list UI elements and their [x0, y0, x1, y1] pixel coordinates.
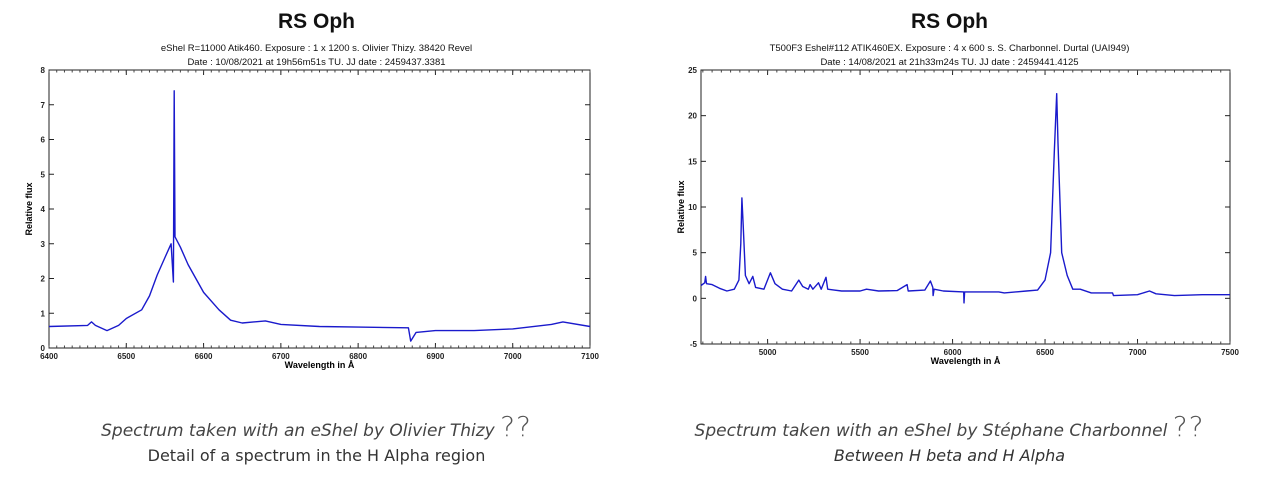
x-tick-label: 6700 — [272, 352, 290, 361]
caption-detail: Between H beta and H Alpha — [833, 446, 1066, 465]
plot-frame — [48, 69, 591, 349]
x-tick-label: 6000 — [944, 348, 962, 357]
caption-detail: Detail of a spectrum in the H Alpha regi… — [147, 446, 486, 465]
y-tick-label: 4 — [41, 205, 46, 214]
caption-text: Spectrum taken with an eShel by Olivier … — [101, 421, 495, 441]
plot-frame — [700, 69, 1231, 345]
x-tick-label: 6400 — [40, 352, 58, 361]
x-tick-label: 7000 — [504, 352, 522, 361]
y-tick-label: 5 — [41, 170, 46, 179]
x-tick-label: 6900 — [427, 352, 445, 361]
x-tick-label: 5000 — [759, 348, 777, 357]
spectrum-plot: 5000 5500 6000 6500 7000 7500 -5 0 5 10 15 20 25 Wave… — [676, 66, 1239, 366]
y-tick-label: 3 — [41, 240, 46, 249]
y-tick-label: 7 — [41, 101, 46, 110]
chart-title: RS Oph — [278, 10, 355, 33]
y-tick-label: 25 — [688, 66, 697, 75]
chart-panel-left: RS Oph eShel R=11000 Atik460. Exposure :… — [0, 0, 633, 497]
caption-mark: ?? — [1172, 410, 1205, 443]
y-tick-label: 2 — [41, 275, 46, 284]
caption: Spectrum taken with an eShel by Stéphane… — [633, 410, 1266, 443]
x-axis-label: Wavelength in Å — [285, 360, 355, 370]
y-tick-label: 0 — [41, 344, 46, 353]
chart-title: RS Oph — [911, 10, 988, 33]
caption-mark: ?? — [500, 410, 532, 443]
x-axis-label: Wavelength in Å — [931, 356, 1001, 366]
y-tick-label: 15 — [688, 157, 697, 166]
y-tick-label: 1 — [41, 309, 46, 318]
x-tick-label: 7100 — [581, 352, 599, 361]
chart-subtitle-2: Date : 10/08/2021 at 19h56m51s TU. JJ da… — [187, 57, 446, 68]
y-tick-label: 6 — [41, 136, 46, 145]
chart-subtitle-1: T500F3 Eshel#112 ATIK460EX. Exposure : 4… — [769, 43, 1130, 54]
x-tick-label: 7500 — [1221, 348, 1239, 357]
chart-panel-right: RS Oph T500F3 Eshel#112 ATIK460EX. Expos… — [633, 0, 1266, 497]
y-tick-label: 0 — [693, 294, 698, 303]
y-axis-label: Relative flux — [24, 182, 34, 235]
chart-subtitle-2: Date : 14/08/2021 at 21h33m24s TU. JJ da… — [820, 57, 1079, 68]
y-tick-label: 5 — [693, 249, 698, 258]
y-axis-label: Relative flux — [676, 180, 686, 233]
x-tick-label: 7000 — [1129, 348, 1147, 357]
y-tick-label: 8 — [41, 66, 46, 75]
caption-text: Spectrum taken with an eShel by Stéphane… — [694, 421, 1168, 441]
y-tick-label: -5 — [690, 340, 698, 349]
spectrum-line — [48, 90, 591, 342]
caption: Spectrum taken with an eShel by Olivier … — [0, 410, 633, 443]
x-tick-label: 6600 — [195, 352, 213, 361]
spectrum-plot: 6400 6500 6600 6700 6800 6900 7000 7100 0 1 2 3 4 5 6 7… — [24, 66, 599, 370]
x-tick-label: 6500 — [117, 352, 135, 361]
y-tick-label: 20 — [688, 112, 697, 121]
y-tick-label: 10 — [688, 203, 697, 212]
chart-subtitle-1: eShel R=11000 Atik460. Exposure : 1 x 12… — [160, 43, 473, 54]
x-tick-label: 5500 — [851, 348, 869, 357]
x-tick-label: 6500 — [1036, 348, 1054, 357]
x-tick-label: 6800 — [349, 352, 367, 361]
spectrum-line — [700, 92, 1230, 304]
